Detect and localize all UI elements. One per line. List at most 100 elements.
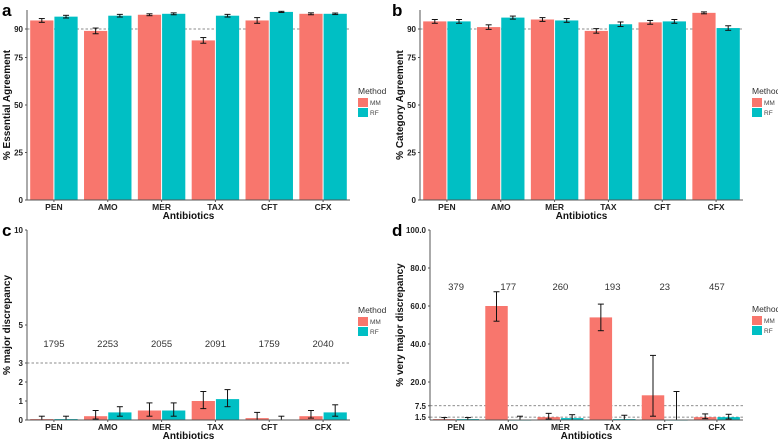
error-bar [200, 391, 207, 410]
x-tick-label: TAX [604, 422, 621, 432]
bar-rf-pen [54, 16, 78, 201]
error-bar [702, 413, 709, 420]
legend-title: Method [358, 305, 387, 315]
y-tick-label: 50 [407, 101, 416, 110]
bar-mm-amo [84, 30, 108, 201]
bar-mm-cft [245, 20, 269, 201]
legend-label-mm: MM [764, 100, 775, 107]
x-axis-title: Antibiotics [556, 211, 608, 222]
bar-rf-cfx [323, 13, 347, 200]
bar-mm-pen [423, 21, 447, 201]
y-tick-label: 1.5 [415, 413, 427, 422]
y-axis-title: % Essential Agreement [2, 49, 13, 160]
error-bar [146, 402, 153, 417]
error-bar [146, 13, 153, 17]
legend: Method MM RF [752, 304, 778, 335]
bar-rf-amo [108, 15, 132, 201]
x-tick-label: AMO [98, 422, 118, 432]
bar-rf-mer [555, 20, 579, 201]
error-bar [545, 412, 552, 420]
bar-rf-tax [608, 24, 633, 200]
y-tick-label: 3 [19, 359, 24, 368]
legend-swatch-rf [752, 326, 762, 335]
error-bar [332, 404, 339, 417]
sample-count-label: 177 [500, 282, 516, 293]
legend-label-rf: RF [370, 110, 379, 117]
error-bar [278, 10, 285, 13]
y-tick-label: 90 [14, 25, 23, 34]
error-bar [307, 410, 314, 419]
sample-count-label: 2055 [151, 339, 172, 350]
legend-label-mm: MM [370, 319, 381, 326]
sample-count-label: 193 [605, 282, 621, 293]
x-tick-label: CFT [261, 202, 278, 212]
sample-count-label: 2040 [313, 339, 334, 350]
legend: Method MM RF [752, 86, 778, 117]
x-tick-label: MER [152, 202, 171, 212]
bar-mm-cfx [299, 13, 323, 200]
bar-rf-cft [269, 11, 293, 201]
bar-rf-cft [662, 21, 686, 201]
legend-swatch-mm [752, 316, 762, 325]
error-bar [725, 25, 732, 31]
y-tick-label: 2 [19, 378, 24, 387]
error-bar [456, 19, 463, 24]
error-bar [539, 17, 546, 22]
error-bar [593, 28, 600, 34]
legend-swatch-mm [752, 98, 762, 107]
y-tick-label: 100.0 [406, 226, 427, 235]
error-bar [38, 18, 45, 23]
x-tick-label: CFX [708, 422, 725, 432]
sample-count-label: 1759 [259, 339, 280, 350]
error-bar [563, 18, 570, 23]
error-bar [509, 15, 516, 20]
y-tick-label: 25 [407, 149, 416, 158]
x-tick-label: PEN [45, 202, 62, 212]
error-bar [725, 413, 732, 420]
error-bar [254, 17, 261, 24]
x-tick-label: PEN [447, 422, 464, 432]
legend-label-rf: RF [764, 110, 773, 117]
legend-swatch-rf [358, 108, 368, 117]
x-tick-label: MER [551, 422, 570, 432]
panel-a: a 0 25 50 75 90 PEN AMO MER TAX CFT CFX Antibiotics%… [2, 1, 387, 222]
x-tick-label: MER [545, 202, 564, 212]
panel-c: c 0 1 2 3 5 10 PEN 1795 AMO 2253 MER 2055 TAX 2091 CFT 1… [2, 221, 387, 441]
panel-label: d [392, 221, 402, 240]
bar-mm-cfx [692, 12, 716, 200]
legend-swatch-rf [358, 327, 368, 336]
error-bar [170, 12, 177, 16]
bar-mm-tax [191, 401, 215, 420]
sample-count-label: 23 [659, 282, 670, 293]
legend-title: Method [358, 86, 387, 96]
y-axis-title: % very major discrepancy [395, 263, 406, 387]
x-tick-label: MER [152, 422, 171, 432]
error-bar [224, 389, 231, 408]
error-bar [116, 406, 123, 417]
x-axis-title: Antibiotics [163, 431, 215, 441]
bar-mm-amo [477, 27, 501, 200]
legend-title: Method [752, 86, 778, 96]
bar-rf-pen [447, 21, 471, 201]
y-tick-label: 0 [19, 196, 24, 205]
x-tick-label: AMO [498, 422, 518, 432]
error-bar [617, 21, 624, 28]
legend: Method MM RF [358, 305, 387, 336]
bar-mm-cft [638, 22, 662, 200]
x-axis-title: Antibiotics [561, 431, 613, 441]
y-tick-label: 50 [14, 101, 23, 110]
bar-rf-cfx [716, 28, 740, 200]
bar-rf-amo [501, 17, 525, 200]
legend-swatch-mm [358, 317, 368, 326]
y-axis-title: % Category Agreement [395, 50, 406, 160]
x-tick-label: AMO [491, 202, 511, 212]
error-bar [493, 291, 500, 322]
y-tick-label: 25 [14, 149, 23, 158]
error-bar [307, 12, 314, 16]
y-axis-title: % major discrepancy [2, 275, 13, 375]
error-bar [63, 14, 70, 19]
sample-count-label: 2253 [97, 339, 118, 350]
y-tick-label: 60.0 [410, 302, 426, 311]
error-bar [700, 11, 707, 15]
